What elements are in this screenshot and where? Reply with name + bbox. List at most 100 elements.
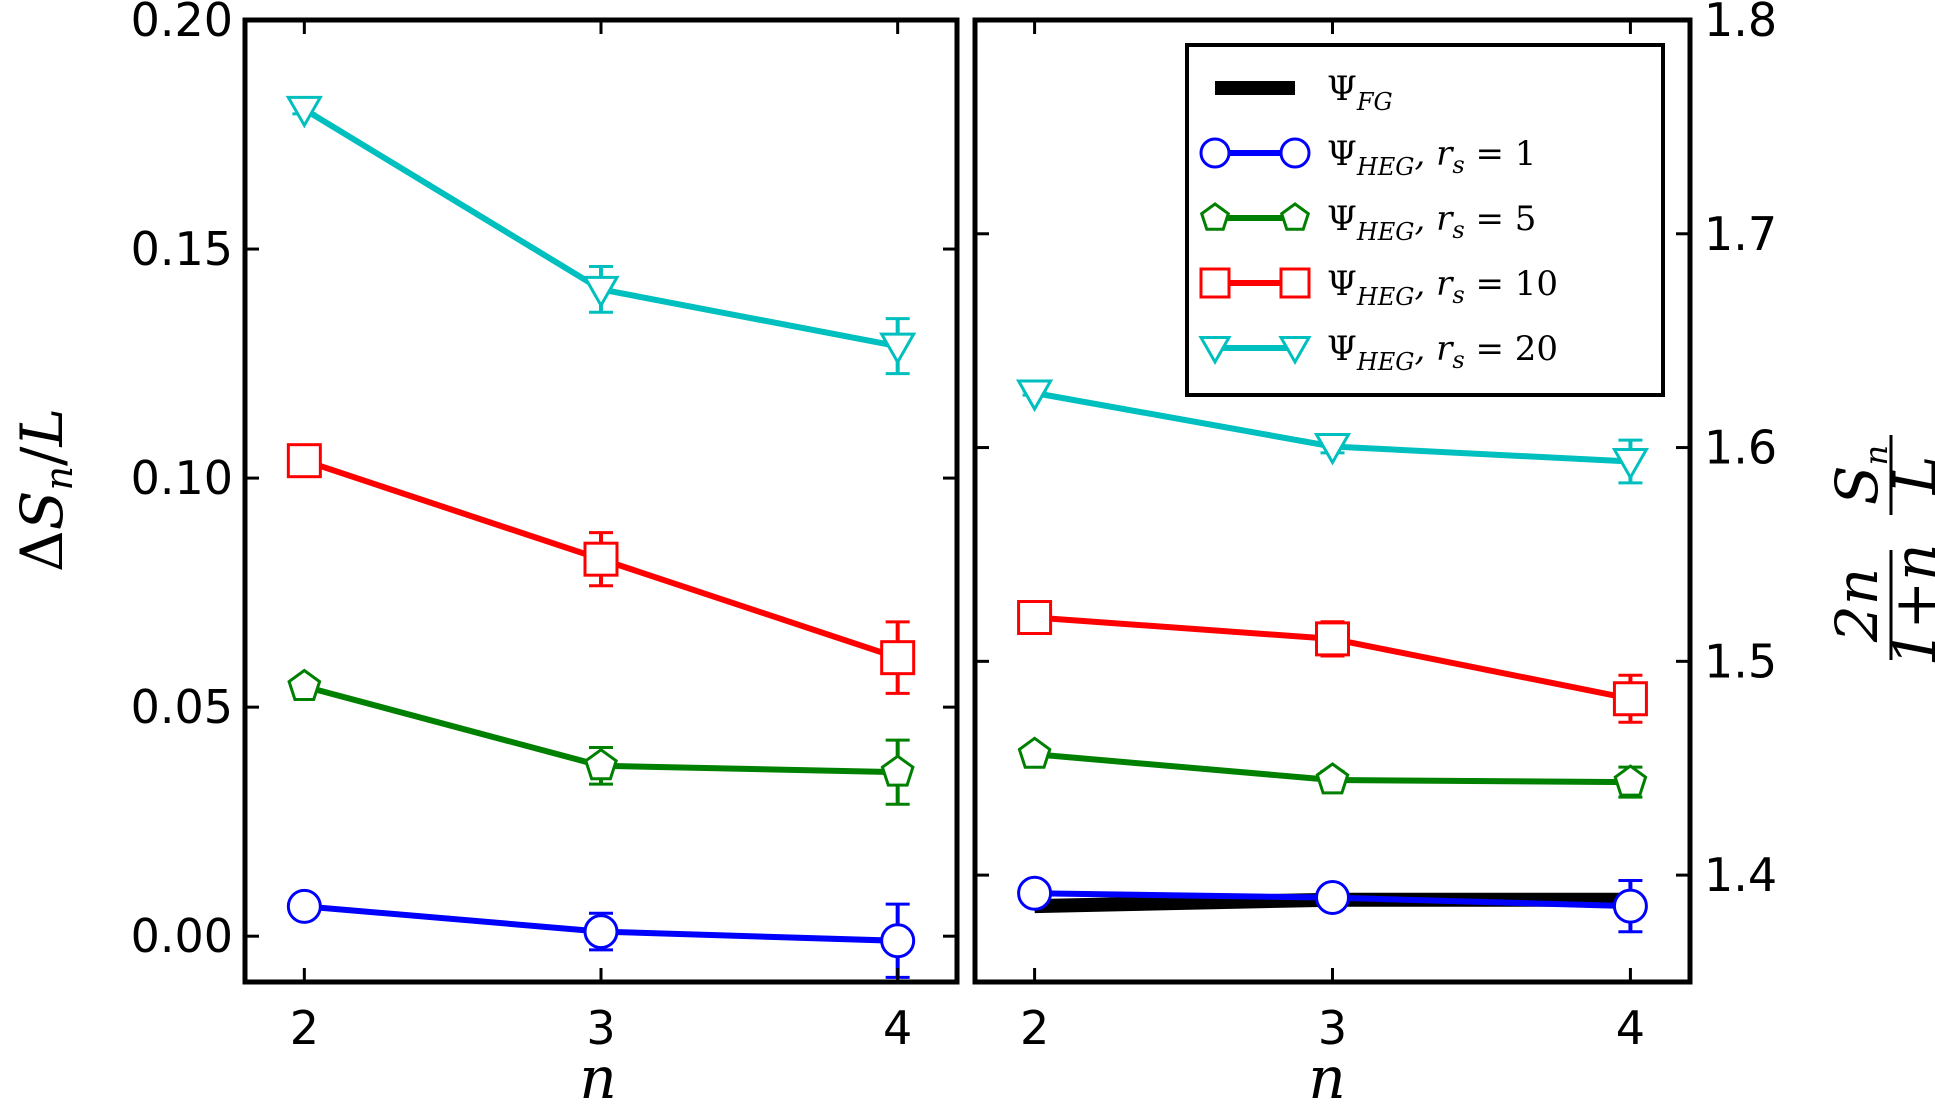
legend-entry-3-value: 10	[1515, 264, 1558, 304]
legend-entry-2-psi: Ψ	[1327, 199, 1357, 239]
left-y-axis-label: ΔSn/L	[8, 408, 81, 572]
right-series-2-point-2	[1613, 764, 1648, 797]
legend-entry-3-marker-right	[1279, 267, 1311, 299]
legend-entry-2-sub: HEG	[1356, 218, 1415, 246]
right-ylabel-den-right: L	[1881, 456, 1935, 496]
left-ytick-label-3: 0.15	[131, 222, 233, 276]
legend-entry-3-r: , r	[1414, 264, 1454, 304]
left-series-1-point-2	[880, 754, 915, 787]
left-xtick-label-2: 4	[883, 1001, 912, 1055]
right-xtick-label-2: 4	[1616, 1001, 1645, 1055]
right-series-3	[1017, 600, 1648, 724]
legend-entry-4-marker-right	[1278, 336, 1312, 366]
left-ticks: 2 3 4 0.00 0.05 0.10 0.15 0.20	[131, 0, 957, 1055]
left-series-0-point-1	[583, 914, 619, 950]
legend-entry-1-r: , r	[1414, 134, 1454, 174]
right-ytick-label-0: 1.4	[1704, 848, 1777, 902]
right-ylabel-s: S	[1823, 465, 1891, 505]
legend-entry-2: ΨHEG, rs = 5	[1199, 199, 1536, 246]
legend-entry-4-equals: =	[1465, 329, 1515, 369]
legend-entry-4-value: 20	[1515, 329, 1558, 369]
left-series-2-point-2	[880, 640, 916, 676]
legend-entry-1-label: ΨHEG, rs = 1	[1327, 134, 1536, 181]
right-ylabel-num-left: 2n	[1823, 568, 1891, 643]
legend-entry-2-label: ΨHEG, rs = 5	[1327, 199, 1536, 246]
legend-entry-1-rs-sub: s	[1452, 151, 1464, 179]
left-series-1-point-1	[584, 747, 618, 781]
right-y-axis-label: 2n 1+n Sn L	[1823, 435, 1935, 666]
left-ylabel-delta: Δ	[8, 530, 76, 572]
right-ytick-label-1: 1.5	[1704, 634, 1777, 688]
left-series-1-point-0	[287, 668, 322, 701]
legend-entry-3-sub: HEG	[1356, 283, 1415, 311]
legend-entry-0-label: ΨFG	[1327, 69, 1393, 116]
right-series-4-point-1	[1313, 432, 1352, 466]
left-series-0-point-0	[286, 888, 322, 924]
legend-entry-1-psi: Ψ	[1327, 134, 1357, 174]
right-x-axis-label: n	[1308, 1044, 1345, 1110]
left-series-0	[286, 888, 916, 979]
right-ylabel-den-left: 1+n	[1881, 544, 1935, 667]
right-series-2-point-0	[1017, 736, 1052, 769]
left-ylabel-slash: /	[8, 446, 76, 466]
legend-entry-1-sub: HEG	[1356, 153, 1415, 181]
legend-entry-1-marker-left	[1199, 137, 1231, 169]
left-ylabel-s: S	[8, 490, 76, 530]
right-ticks: 2 3 4 1.4 1.5 1.6 1.7 1.8	[975, 0, 1777, 1055]
left-series-3-point-1	[582, 275, 620, 309]
legend-entry-3-marker-left	[1199, 267, 1231, 299]
left-series-3-point-0	[285, 95, 323, 129]
legend-entry-0: ΨFG	[1215, 69, 1393, 116]
legend-entry-0-sub: FG	[1356, 88, 1393, 116]
legend-entry-4: ΨHEG, rs = 20	[1198, 329, 1558, 376]
left-ytick-label-2: 0.10	[131, 451, 233, 505]
right-series-1-point-0	[1017, 875, 1053, 911]
right-xtick-label-1: 3	[1318, 1001, 1347, 1055]
right-series-1-point-2	[1612, 888, 1648, 924]
right-series-3-point-0	[1017, 600, 1053, 636]
left-xtick-label-0: 2	[290, 1001, 319, 1055]
legend-entry-0-psi: Ψ	[1327, 69, 1357, 109]
legend-entry-1: ΨHEG, rs = 1	[1199, 134, 1536, 181]
legend-entry-2-rs-sub: s	[1452, 216, 1464, 244]
legend-entry-1-equals: =	[1465, 134, 1515, 174]
left-series-2-point-1	[583, 541, 619, 577]
legend-entry-3-label: ΨHEG, rs = 10	[1327, 264, 1558, 311]
right-series-1	[1017, 875, 1648, 934]
left-ytick-label-4: 0.20	[131, 0, 233, 47]
legend-entry-1-value: 1	[1515, 134, 1537, 174]
legend-entry-3: ΨHEG, rs = 10	[1199, 264, 1558, 311]
legend-entry-4-psi: Ψ	[1327, 329, 1357, 369]
legend-entry-4-rs-sub: s	[1452, 346, 1464, 374]
right-ytick-label-4: 1.8	[1704, 0, 1777, 47]
left-x-axis-label: n	[579, 1044, 616, 1110]
right-series-4	[1015, 379, 1650, 485]
left-panel: 2 3 4 0.00 0.05 0.10 0.15 0.20	[131, 0, 960, 1055]
right-series-4-point-2	[1611, 447, 1650, 481]
right-ytick-label-2: 1.6	[1704, 421, 1777, 475]
right-ylabel-sub: n	[1857, 445, 1895, 466]
right-xtick-label-0: 2	[1020, 1001, 1049, 1055]
right-series-3-point-1	[1315, 621, 1350, 657]
legend-entry-2-value: 5	[1515, 199, 1537, 239]
legend-entry-4-r: , r	[1414, 329, 1454, 369]
left-series-2	[286, 443, 916, 695]
legend-entry-2-r: , r	[1414, 199, 1454, 239]
left-plot-data	[285, 95, 917, 979]
legend-entry-4-sub: HEG	[1356, 348, 1415, 376]
right-series-2	[1017, 736, 1648, 799]
left-series-0-point-2	[880, 923, 916, 959]
left-xtick-label-1: 3	[586, 1001, 615, 1055]
left-ylabel-sub: n	[37, 466, 81, 490]
legend-entry-3-rs-sub: s	[1452, 281, 1464, 309]
legend-entry-2-marker-left	[1199, 202, 1231, 231]
legend-entry-4-label: ΨHEG, rs = 20	[1327, 329, 1558, 376]
legend-entry-3-equals: =	[1465, 264, 1515, 304]
left-series-3	[285, 95, 917, 376]
right-series-4-point-0	[1015, 379, 1054, 413]
legend-entry-4-marker-left	[1198, 336, 1232, 366]
left-ytick-label-1: 0.05	[131, 680, 233, 734]
